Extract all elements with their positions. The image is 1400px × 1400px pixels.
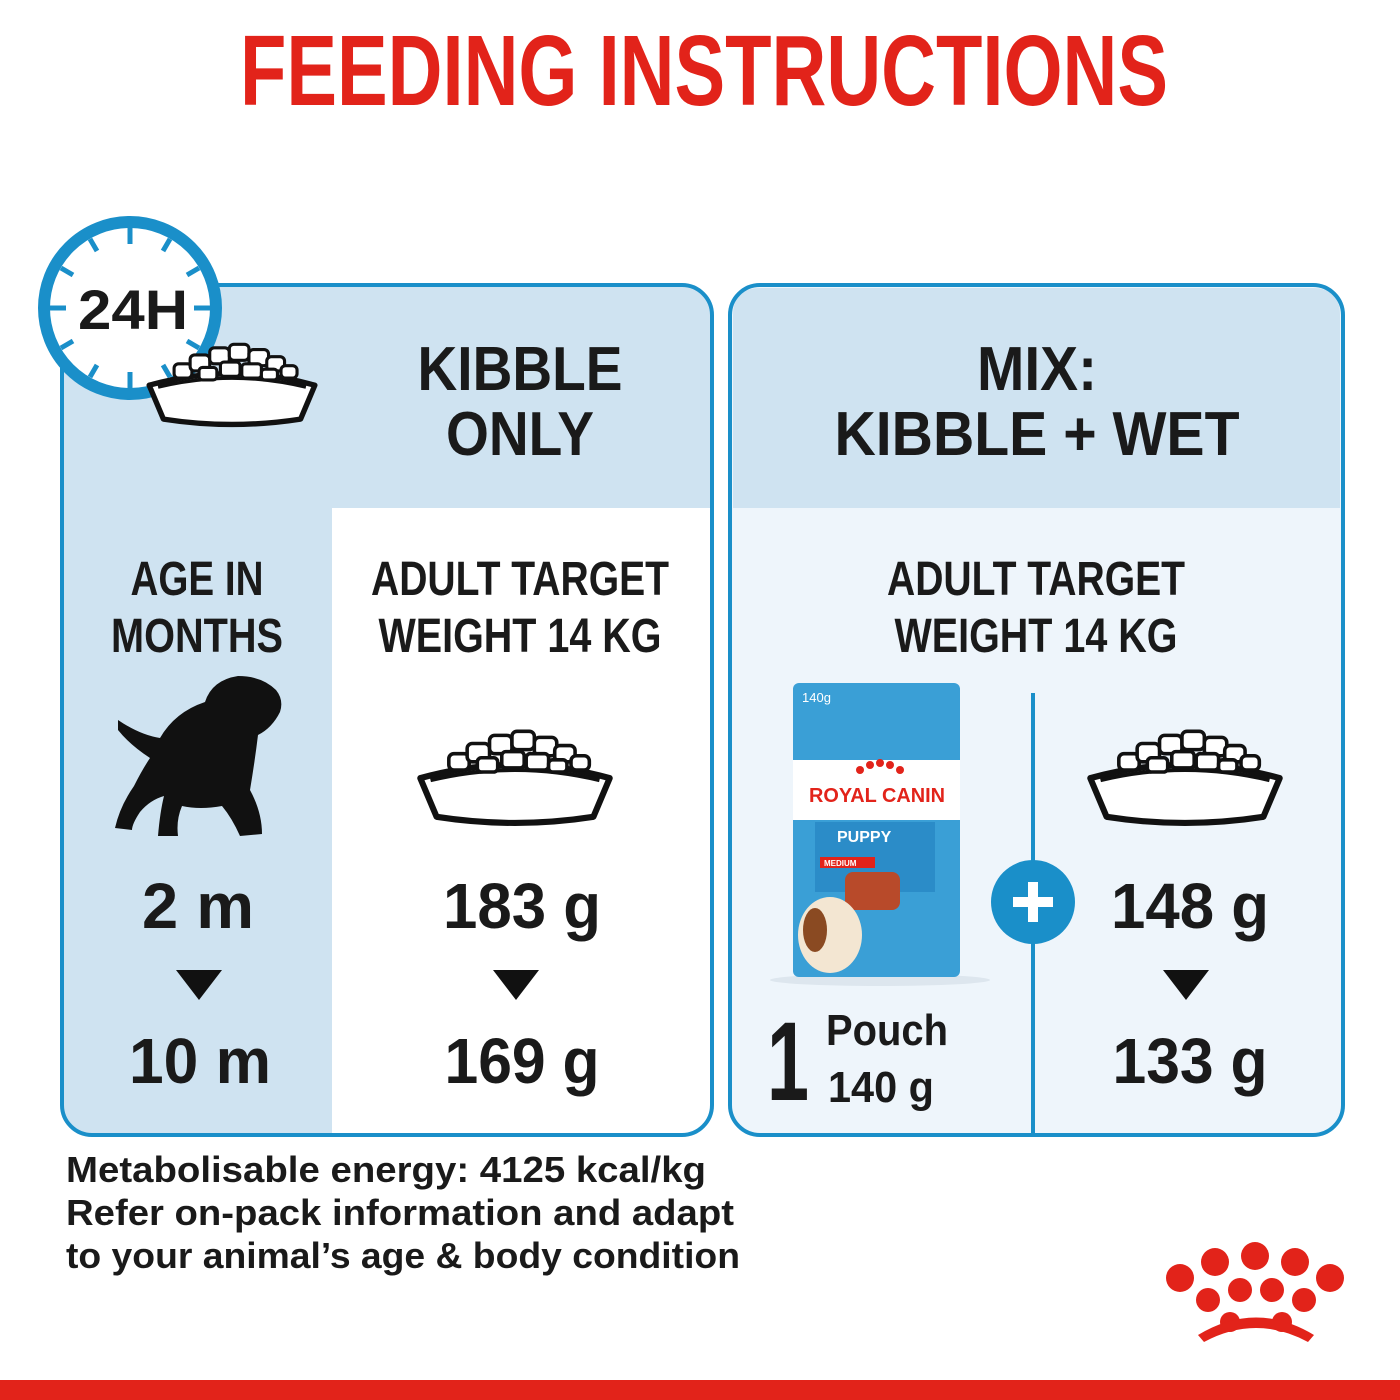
panel-header-area xyxy=(733,288,1340,508)
pouch-product: PUPPY xyxy=(837,829,892,846)
column-header: MONTHS xyxy=(111,610,283,663)
pouch-size-tag xyxy=(820,857,875,868)
amount-value: 183 g xyxy=(443,870,601,942)
amount-value: 148 g xyxy=(1111,870,1269,942)
pouch-size: MEDIUM xyxy=(824,859,857,868)
pouch-brand: ROYAL CANIN xyxy=(809,785,945,807)
plus-icon xyxy=(991,860,1075,944)
footer-line: Refer on-pack information and adapt xyxy=(66,1192,734,1233)
clock-ticks xyxy=(50,228,210,388)
down-arrow xyxy=(176,970,222,1000)
title: FEEDING INSTRUCTIONS xyxy=(240,15,1168,127)
panel-heading: ONLY xyxy=(446,400,594,469)
column-header: ADULT TARGET xyxy=(887,553,1185,606)
clock-badge: 24H xyxy=(38,216,222,400)
pouch-label-band xyxy=(793,760,960,820)
pouch-unit: Pouch xyxy=(826,1006,948,1055)
panel-heading: KIBBLE + WET xyxy=(835,400,1240,469)
footer-line: to your animal’s age & body condition xyxy=(66,1235,740,1276)
pouch-puppy-ear xyxy=(803,908,827,952)
column-header: WEIGHT 14 KG xyxy=(379,610,662,663)
down-arrow xyxy=(493,970,539,1000)
pouch-image: 140g ROYAL CANIN PUPPY MEDIUM xyxy=(770,683,990,986)
badge-label: 24H xyxy=(78,278,188,341)
pouch-count: 1 xyxy=(767,999,809,1124)
panel-border xyxy=(60,283,714,1137)
amount-value: 133 g xyxy=(1113,1025,1268,1097)
panel-heading: KIBBLE xyxy=(418,335,623,404)
footer-line: Metabolisable energy: 4125 kcal/kg xyxy=(66,1149,706,1190)
pouch-weight-label: 140g xyxy=(802,690,831,705)
panel-border xyxy=(728,283,1345,1137)
column-header: AGE IN xyxy=(131,553,264,606)
pouch-crown xyxy=(856,759,904,774)
pouch-food xyxy=(845,872,900,910)
column-header: ADULT TARGET xyxy=(371,553,669,606)
column-header: WEIGHT 14 KG xyxy=(895,610,1178,663)
brand-logo xyxy=(1166,1242,1344,1342)
amount-value: 169 g xyxy=(445,1025,600,1097)
age-value: 10 m xyxy=(129,1025,271,1097)
badge-label-bg xyxy=(74,278,192,338)
bottom-bar xyxy=(0,1380,1400,1400)
pouch-weight: 140 g xyxy=(828,1063,934,1112)
down-arrow xyxy=(1163,970,1209,1000)
puppy-icon xyxy=(115,676,282,836)
panel-heading: MIX: xyxy=(977,335,1097,404)
age-value: 2 m xyxy=(142,870,254,942)
